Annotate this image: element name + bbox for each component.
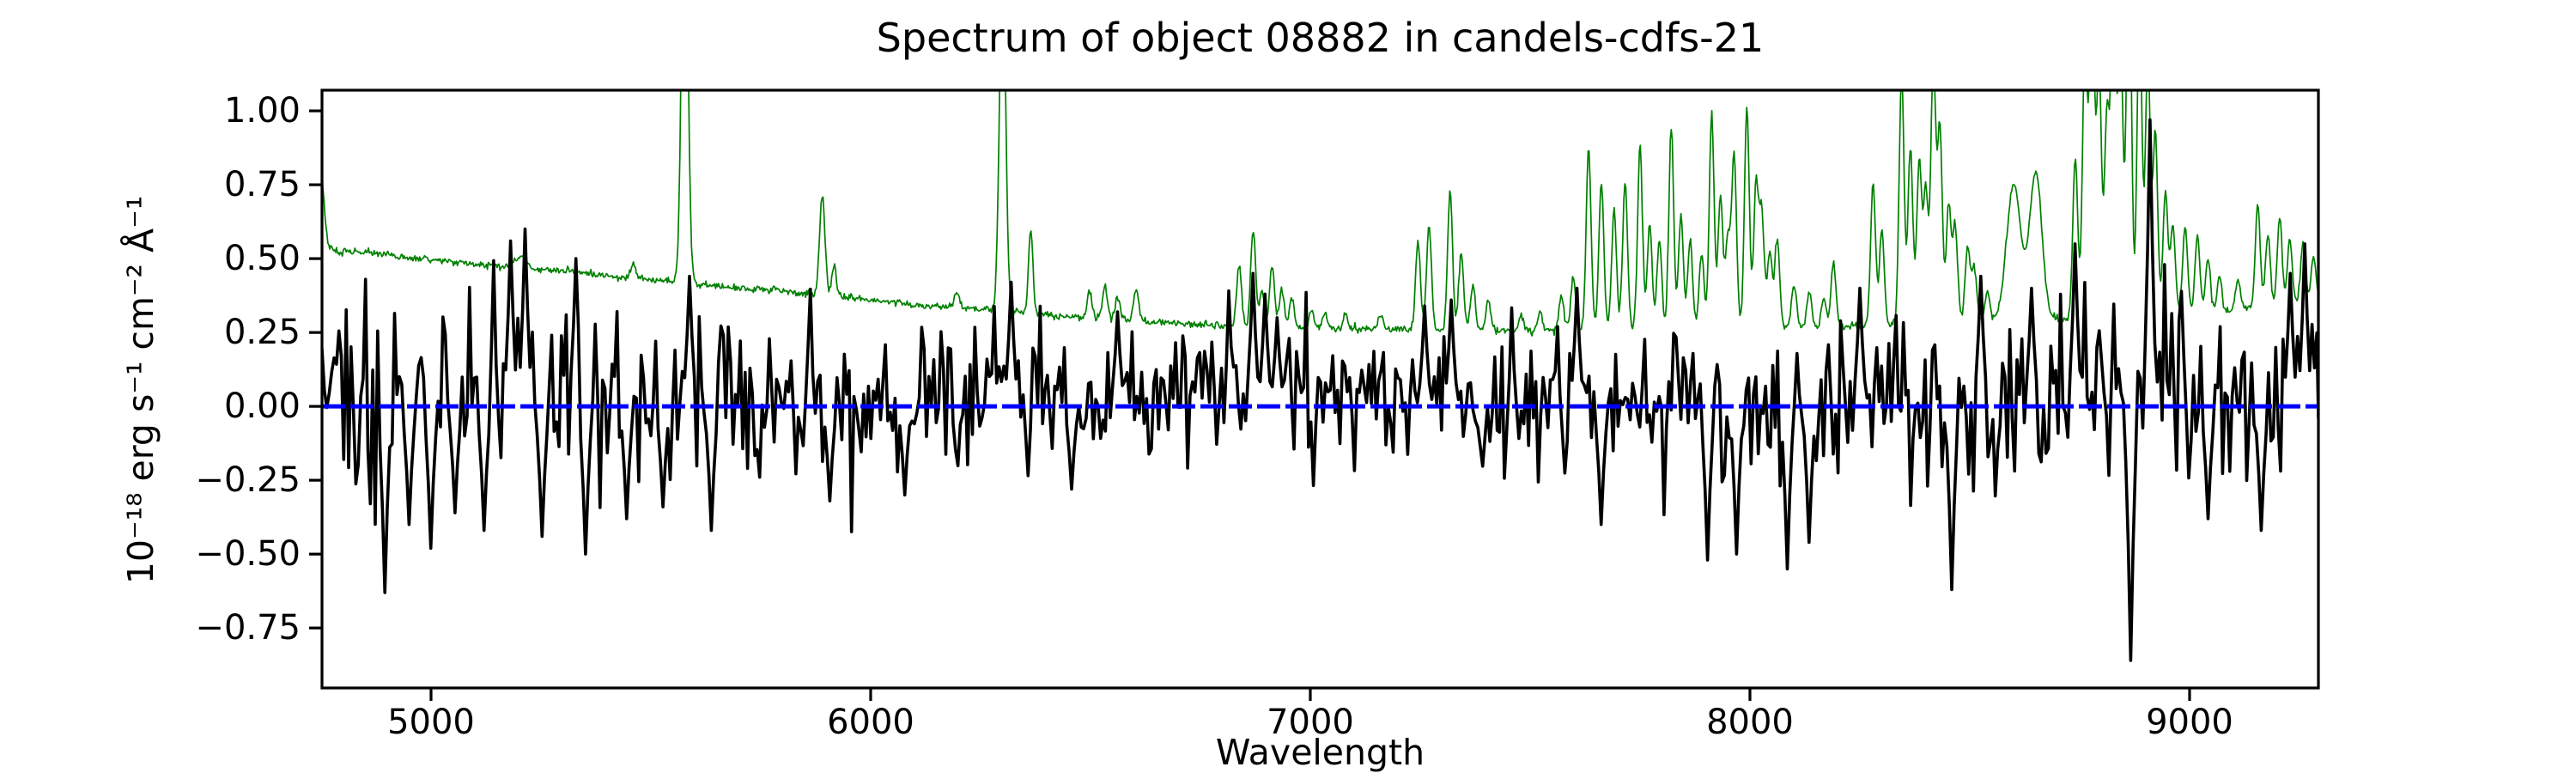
flux-spectrum-line <box>322 118 2318 662</box>
y-tick-label: −0.75 <box>195 608 301 648</box>
plot-frame <box>320 88 2320 690</box>
y-tick-label: −0.25 <box>195 460 301 501</box>
axis-tick-marks <box>309 109 2191 701</box>
chart-title: Spectrum of object 08882 in candels-cdfs… <box>876 15 1765 61</box>
x-tick-label: 5000 <box>387 703 475 742</box>
x-axis-label: Wavelength <box>1215 732 1425 773</box>
x-tick-label: 7000 <box>1267 703 1354 742</box>
x-tick-label: 8000 <box>1706 703 1794 742</box>
y-tick-label: 0.00 <box>223 386 301 427</box>
x-tick-label: 9000 <box>2146 703 2233 742</box>
y-tick-label: 1.00 <box>223 91 301 131</box>
sky-spectrum-line <box>322 90 2318 337</box>
y-tick-label: 0.25 <box>223 313 301 353</box>
y-tick-label: 0.50 <box>223 239 301 279</box>
y-tick-label: −0.50 <box>195 534 301 575</box>
y-tick-label: 0.75 <box>223 165 301 205</box>
x-tick-label: 6000 <box>827 703 914 742</box>
